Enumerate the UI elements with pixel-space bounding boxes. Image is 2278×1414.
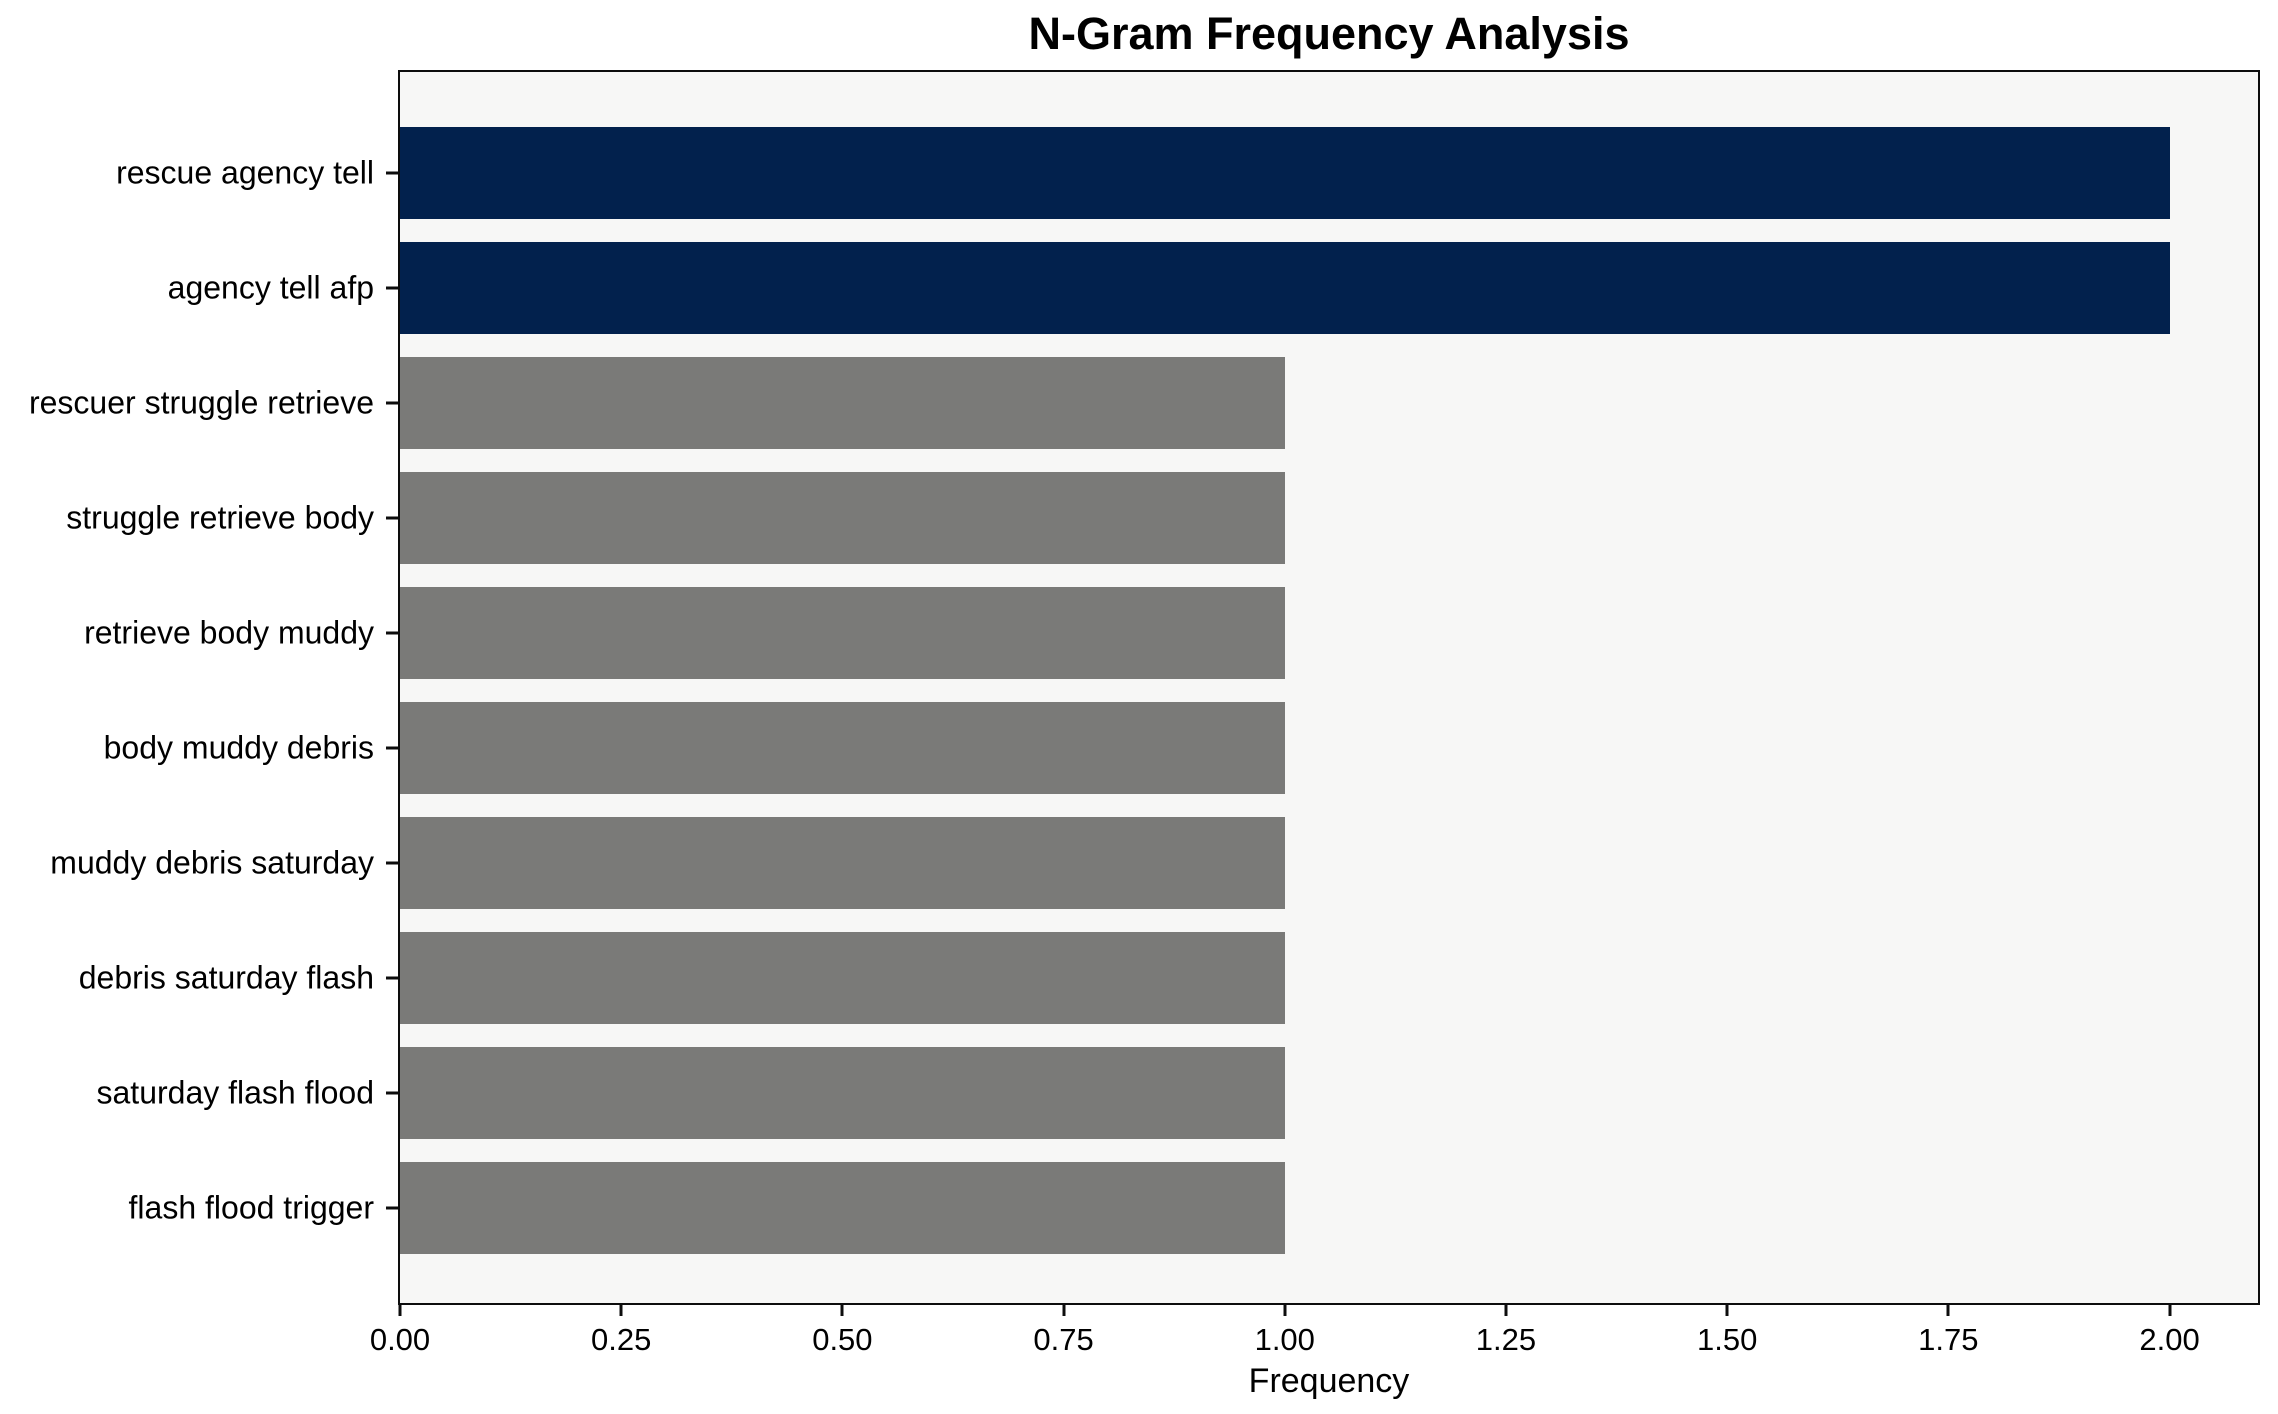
y-tick-label: body muddy debris (103, 729, 374, 766)
bar-row (400, 1162, 2258, 1254)
bar (400, 242, 2170, 334)
x-tick-mark (1062, 1303, 1066, 1316)
y-tick-mark (386, 1206, 400, 1210)
bar-row (400, 242, 2258, 334)
x-tick-label: 0.50 (812, 1322, 873, 1357)
x-tick-mark (619, 1303, 623, 1316)
x-tick-label: 1.25 (1475, 1322, 1537, 1357)
bar (400, 587, 1285, 679)
y-tick-label: saturday flash flood (96, 1074, 375, 1111)
plot-area (400, 72, 2258, 1303)
bar-row (400, 1047, 2258, 1139)
bar (400, 817, 1285, 909)
y-tick-label: rescue agency tell (116, 154, 374, 191)
y-tick-label: muddy debris saturday (50, 844, 374, 881)
bar-row (400, 702, 2258, 794)
bar (400, 472, 1285, 564)
x-tick-label: 1.50 (1696, 1322, 1758, 1357)
x-tick-mark (1725, 1303, 1729, 1316)
y-tick-mark (386, 1091, 400, 1095)
x-tick-mark (1946, 1303, 1950, 1316)
y-tick-mark (386, 631, 400, 635)
y-tick-label: debris saturday flash (78, 959, 374, 996)
y-tick-mark (386, 861, 400, 865)
chart-title: N-Gram Frequency Analysis (1028, 8, 1630, 59)
y-tick-mark (386, 746, 400, 750)
x-tick-label: 1.75 (1918, 1322, 1979, 1357)
bar (400, 932, 1285, 1024)
y-tick-label: struggle retrieve body (66, 499, 374, 536)
x-tick-label: 2.00 (2139, 1322, 2200, 1357)
bar (400, 702, 1285, 794)
bars (400, 72, 2258, 1303)
y-tick-mark (386, 171, 400, 175)
bar-row (400, 127, 2258, 219)
bar (400, 1162, 1285, 1254)
x-tick-mark (1504, 1303, 1508, 1316)
bar (400, 1047, 1285, 1139)
bar-row (400, 817, 2258, 909)
bar-row (400, 472, 2258, 564)
y-tick-mark (386, 976, 400, 980)
bar-row (400, 357, 2258, 449)
x-tick-label: 0.75 (1033, 1322, 1094, 1357)
x-axis-label: Frequency (1248, 1362, 1410, 1400)
y-tick-mark (386, 401, 400, 405)
x-tick-mark (398, 1303, 402, 1316)
bar-row (400, 587, 2258, 679)
x-tick-label: 1.00 (1254, 1322, 1315, 1357)
x-tick-label: 0.25 (591, 1322, 652, 1357)
bar-row (400, 932, 2258, 1024)
y-tick-label: agency tell afp (167, 269, 374, 306)
x-tick-mark (840, 1303, 844, 1316)
y-tick-mark (386, 516, 400, 520)
x-tick-label: 0.00 (369, 1322, 431, 1357)
bar (400, 127, 2170, 219)
y-tick-label: flash flood trigger (128, 1189, 374, 1226)
x-tick-mark (1283, 1303, 1287, 1316)
x-tick-mark (2168, 1303, 2172, 1316)
y-tick-label: rescuer struggle retrieve (28, 384, 374, 421)
y-tick-mark (386, 286, 400, 290)
y-tick-label: retrieve body muddy (84, 614, 374, 651)
y-axis-labels: rescue agency tell agency tell afp rescuer… (0, 72, 374, 1303)
bar (400, 357, 1285, 449)
